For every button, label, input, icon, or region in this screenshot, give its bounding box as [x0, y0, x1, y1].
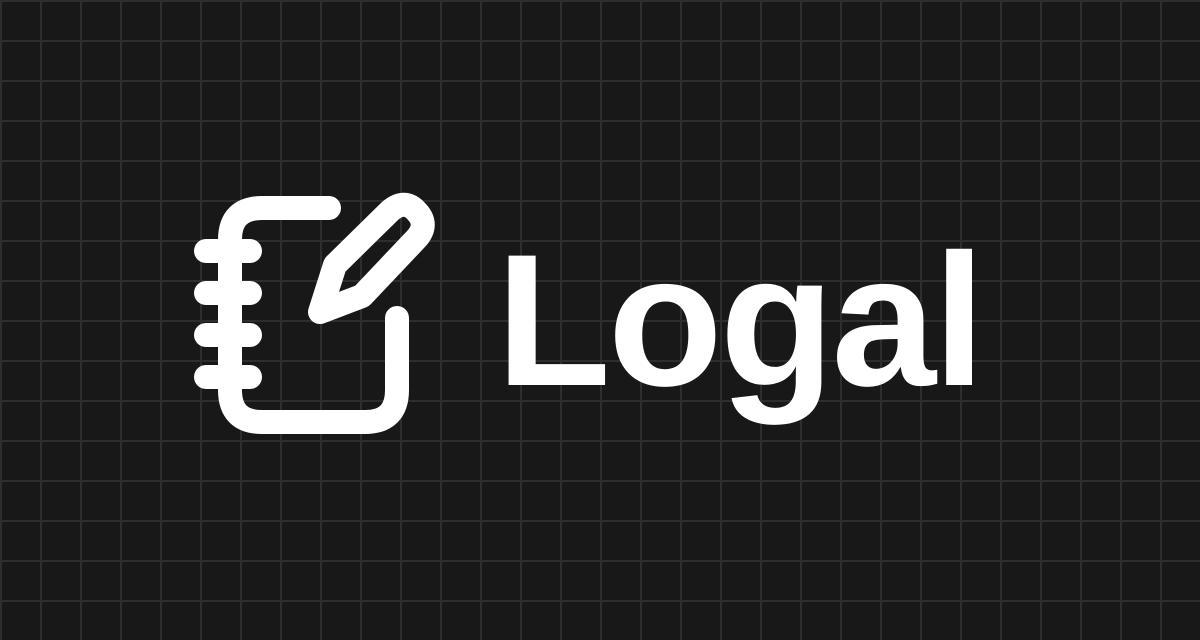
- notebook-pencil-icon: [194, 192, 435, 434]
- brand-wordmark: Logal: [496, 215, 985, 425]
